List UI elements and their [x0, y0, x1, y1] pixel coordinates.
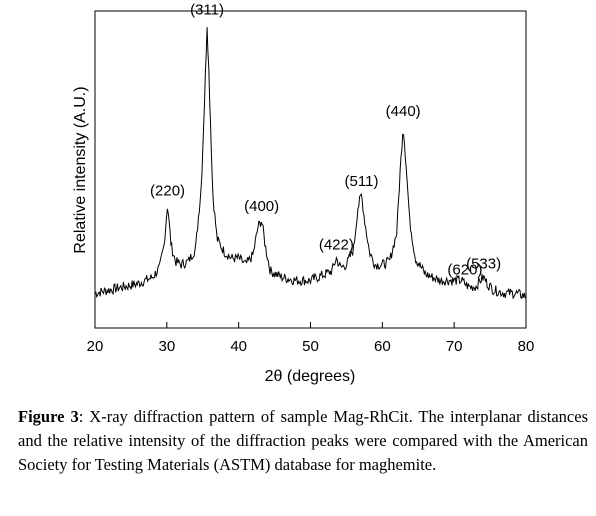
peak-label: (311) [190, 2, 224, 19]
x-tick-label: 60 [374, 338, 391, 355]
series-line [94, 27, 527, 300]
x-tick-label: 30 [158, 338, 175, 355]
peak-annotations: (220) (311) (400) (422) (511) (440) (620)(533) [150, 2, 501, 279]
caption-label: Figure 3 [18, 407, 79, 426]
figure-caption: Figure 3: X-ray diffraction pattern of s… [18, 405, 588, 477]
x-tick-label: 80 [518, 338, 535, 355]
x-tick-label: 20 [87, 338, 104, 355]
peak-label: (533) [466, 255, 501, 272]
x-tick-label: 70 [446, 338, 463, 355]
peak-label: (220) [150, 182, 185, 199]
y-axis-label: Relative intensity (A.U.) [72, 86, 89, 253]
x-tick-label: 40 [230, 338, 247, 355]
x-tick-label: 50 [302, 338, 319, 355]
peak-label: (422) [319, 236, 354, 253]
caption-text: : X-ray diffraction pattern of sample Ma… [18, 407, 588, 474]
x-axis-label: 2θ (degrees) [265, 368, 356, 385]
peak-label: (620) [447, 262, 482, 279]
peak-label: (440) [386, 103, 421, 120]
peak-label: (511) [345, 173, 379, 190]
peak-label: (400) [244, 198, 279, 215]
x-ticks: 20 30 40 50 60 70 80 [87, 322, 535, 355]
